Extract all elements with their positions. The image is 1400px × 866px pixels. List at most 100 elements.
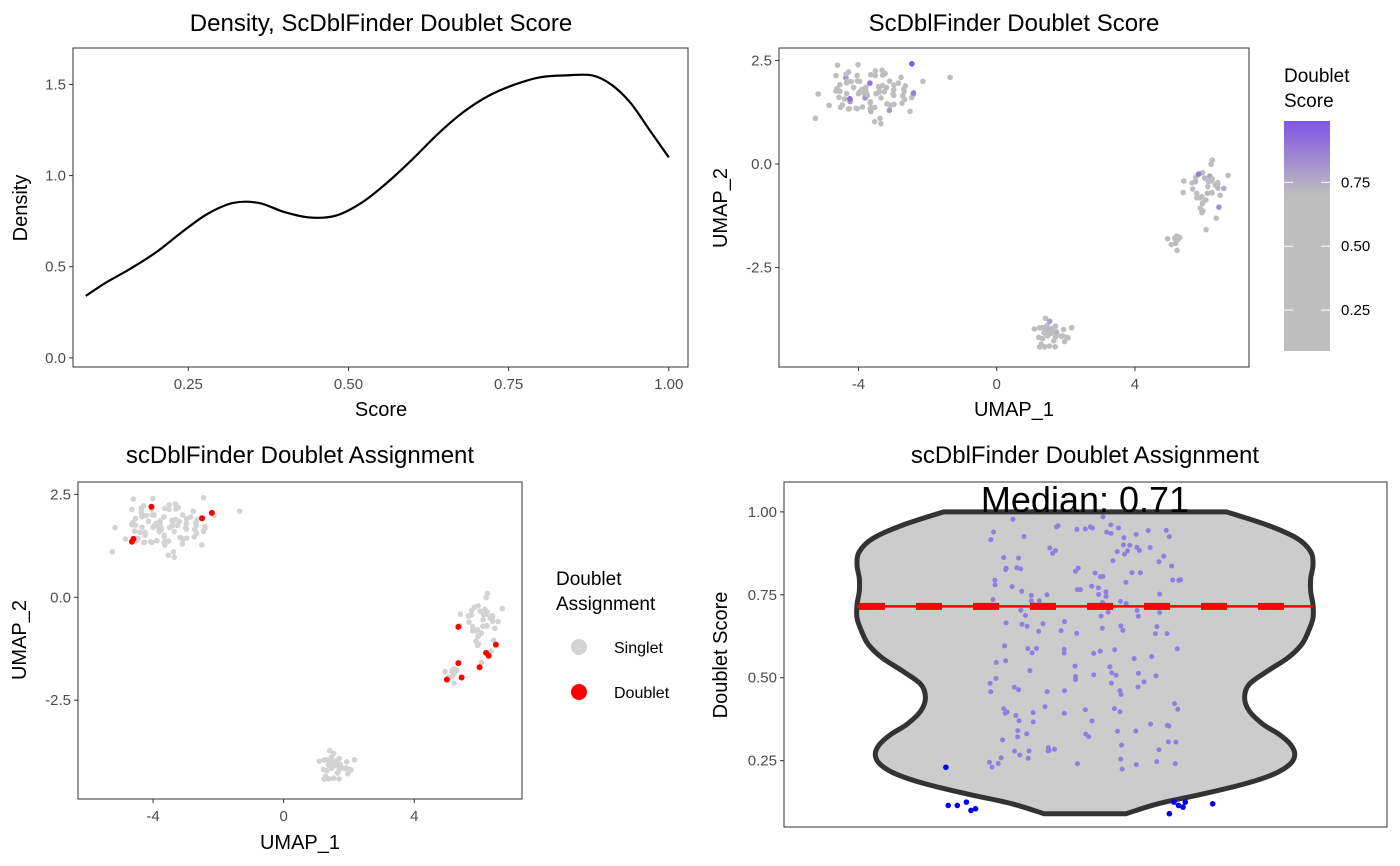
cell-point — [850, 84, 857, 91]
jitter-point — [1157, 610, 1163, 616]
jitter-point — [1033, 645, 1039, 651]
cell-point — [1209, 190, 1215, 196]
jitter-point — [1099, 625, 1105, 631]
jitter-point — [1061, 710, 1067, 716]
jitter-point — [1123, 579, 1129, 585]
cell-point — [891, 101, 897, 108]
singlet-point — [326, 776, 332, 782]
violin-shape — [854, 509, 1316, 817]
singlet-point — [475, 641, 482, 647]
jitter-point — [1052, 548, 1058, 554]
cell-point — [1060, 326, 1067, 333]
cell-point — [876, 89, 882, 95]
singlet-point — [341, 765, 348, 772]
cell-point — [855, 61, 861, 68]
cell-point — [1216, 204, 1222, 210]
cell-point — [898, 74, 904, 81]
singlet-point — [165, 552, 172, 559]
jitter-point — [1003, 658, 1009, 664]
density-panel: Density, ScDblFinder Doublet Score 0.25 0… — [10, 10, 689, 421]
singlet-point — [472, 628, 479, 634]
cell-point — [1189, 180, 1195, 186]
jitter-point — [1133, 728, 1139, 734]
density-x-tick-label: 0.50 — [334, 376, 363, 393]
cell-point — [833, 72, 839, 79]
cell-point — [877, 115, 883, 122]
singlet-point — [348, 767, 354, 773]
jitter-point — [1098, 613, 1104, 619]
jitter-point — [1029, 650, 1035, 656]
cell-point — [868, 105, 875, 111]
density-axes: 0.25 0.50 0.75 1.00 0.0 0.5 1.0 1.5 — [45, 76, 683, 393]
density-x-axis-title: Score — [355, 399, 407, 421]
singlet-point — [192, 520, 199, 526]
singlet-point — [140, 503, 147, 509]
cell-point — [1203, 226, 1209, 233]
jitter-point — [1163, 527, 1169, 533]
assignment-legend: Doublet Assignment Singlet Doublet — [556, 569, 670, 702]
density-y-tick-label: 1.5 — [45, 76, 66, 93]
jitter-point — [1154, 759, 1160, 765]
jitter-point — [1027, 668, 1033, 674]
cell-point — [1180, 189, 1186, 196]
jitter-point — [1095, 585, 1101, 591]
density-plot-border — [72, 47, 689, 368]
cell-point — [856, 89, 863, 96]
jitter-point — [1100, 573, 1106, 579]
cell-point — [878, 120, 884, 127]
singlet-point — [334, 770, 341, 776]
jitter-point — [1013, 712, 1019, 718]
doublet-point — [476, 664, 483, 671]
jitter-point — [1097, 648, 1103, 654]
jitter-point — [1108, 530, 1114, 536]
umap-score-y-tick-label: 2.5 — [751, 52, 772, 69]
violin-plot-border — [783, 481, 1388, 828]
outlier-point — [1180, 804, 1186, 810]
singlet-point — [471, 604, 478, 611]
score-legend: Doublet Score 0.75 0.50 0.25 — [1284, 66, 1370, 351]
jitter-point — [1176, 577, 1182, 583]
singlet-point — [466, 619, 472, 625]
outlier-point — [1166, 810, 1173, 817]
colorbar-tick-label: 0.25 — [1341, 302, 1370, 319]
jitter-point — [1062, 688, 1068, 694]
jitter-point — [1109, 670, 1115, 676]
jitter-point — [1110, 558, 1116, 564]
jitter-point — [1073, 673, 1079, 679]
singlet-point — [321, 757, 328, 763]
singlet-point — [147, 539, 154, 545]
assignment-legend-title-line-1: Doublet — [556, 569, 622, 590]
cell-point — [871, 118, 878, 125]
jitter-point — [992, 577, 998, 583]
jitter-point — [1017, 752, 1023, 758]
jitter-point — [991, 529, 997, 535]
jitter-point — [1169, 563, 1175, 569]
umap-assignment-plot-border — [77, 481, 523, 800]
singlet-point — [202, 523, 208, 530]
cell-point — [1174, 237, 1181, 243]
cell-point — [863, 84, 869, 90]
singlet-point — [183, 520, 190, 527]
cell-point — [867, 71, 874, 78]
singlet-point — [139, 524, 145, 531]
jitter-point — [1134, 544, 1140, 550]
jitter-point — [1114, 728, 1120, 734]
umap-assignment-y-tick-label: -2.5 — [45, 692, 71, 709]
jitter-point — [1087, 524, 1093, 530]
cell-point — [1213, 215, 1220, 221]
cell-point — [1049, 329, 1056, 335]
singlet-point — [469, 623, 476, 630]
cell-point — [1195, 171, 1202, 177]
cell-point — [1058, 333, 1065, 340]
singlet-point — [451, 680, 457, 686]
median-dash — [1030, 602, 1056, 610]
umap-score-y-tick-label: 0.0 — [751, 156, 772, 173]
jitter-point — [1153, 673, 1159, 679]
jitter-point — [1072, 568, 1078, 574]
jitter-point — [1103, 589, 1109, 595]
singlet-point — [157, 518, 163, 524]
jitter-point — [1044, 592, 1050, 598]
singlet-point — [183, 515, 190, 522]
singlet-point — [236, 508, 243, 514]
violin-outlier-points — [943, 764, 1216, 817]
